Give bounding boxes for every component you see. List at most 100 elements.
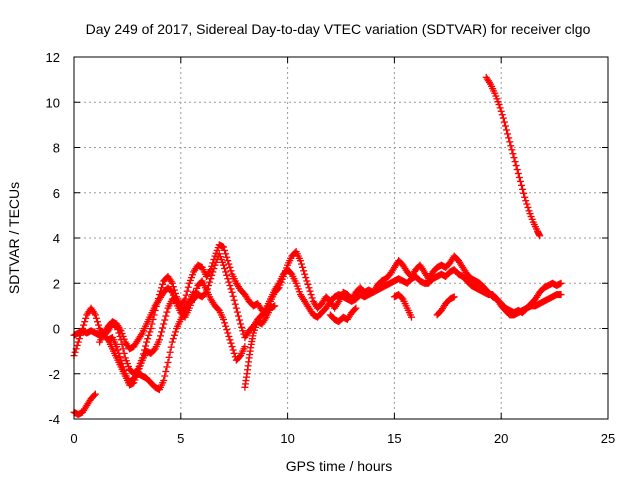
data-point [224,329,232,337]
y-tick-label: 0 [53,322,60,337]
data-point [163,308,171,316]
data-point [297,260,305,268]
x-tick-label: 25 [601,431,615,446]
grid [74,57,608,419]
data-point [300,267,308,275]
x-tick-label: 15 [387,431,401,446]
data-point [169,335,177,343]
data-point [228,288,236,296]
data-point [168,279,176,287]
data-point [91,311,99,319]
data-point [234,312,242,320]
data-point [226,263,234,271]
data-point [498,111,506,119]
data-point [505,134,513,142]
data-point [74,338,82,346]
data-point [160,377,168,385]
data-point [221,265,229,273]
data-point [501,122,509,130]
data-point [155,336,163,344]
data-point [220,243,228,251]
data-point [159,324,167,332]
data-point [142,342,150,350]
data-point [162,367,170,375]
data-point [232,304,240,312]
data-point [190,288,198,296]
data-point [516,177,524,185]
data-point [224,275,232,283]
data-point [299,263,307,271]
data-point [162,312,170,320]
data-point [75,335,83,343]
y-tick-label: 8 [53,141,60,156]
data-point [209,268,217,276]
y-axis-label: SDTVAR / TECUs [6,182,22,294]
data-point [302,274,310,282]
data-point [496,104,504,112]
data-point [511,158,519,166]
data-point [91,390,99,398]
data-point [521,193,529,201]
data-point [509,150,517,158]
data-point [221,246,229,254]
data-point [73,341,81,349]
data-point [90,391,98,399]
data-point [304,280,312,288]
y-tick-label: 6 [53,186,60,201]
data-point [239,327,247,335]
data-point [119,345,127,353]
data-point [508,146,516,154]
data-point [522,197,530,205]
data-point [231,300,239,308]
data-point [237,320,245,328]
data-point [513,166,521,174]
data-point [184,283,192,291]
data-point [536,232,544,240]
data-point [222,322,230,330]
data-point [517,181,525,189]
x-tick-label: 0 [70,431,77,446]
x-tick-label: 10 [280,431,294,446]
data-point [228,343,236,351]
data-point [167,343,175,351]
data-point [450,293,458,301]
data-point [271,302,279,310]
data-point [220,315,228,323]
data-point [163,363,171,371]
data-point [80,321,88,329]
data-point [210,265,218,273]
data-point [504,130,512,138]
data-point [515,173,523,181]
data-point [230,296,238,304]
data-point [165,353,173,361]
data-point [514,170,522,178]
data-point [159,280,167,288]
data-point [208,271,216,279]
data-point [226,282,234,290]
data-point [182,291,190,299]
data-point [230,349,238,357]
data-point [306,287,314,295]
data-point [224,257,232,265]
data-point [222,250,230,258]
x-axis-label: GPS time / hours [286,458,393,474]
data-point [223,253,231,261]
data-point [143,338,151,346]
data-point [158,284,166,292]
y-tick-label: 12 [46,50,60,65]
data-point [223,326,231,334]
data-point [160,320,168,328]
data-point [512,162,520,170]
data-point [229,292,237,300]
data-point [510,154,518,162]
data-point [81,318,89,326]
data-point [233,308,241,316]
data-point [166,348,174,356]
data-point [497,107,505,115]
data-point [305,284,313,292]
data-point [225,278,233,286]
chart-title: Day 249 of 2017, Sidereal Day-to-day VTE… [86,21,591,37]
data-point [222,268,230,276]
